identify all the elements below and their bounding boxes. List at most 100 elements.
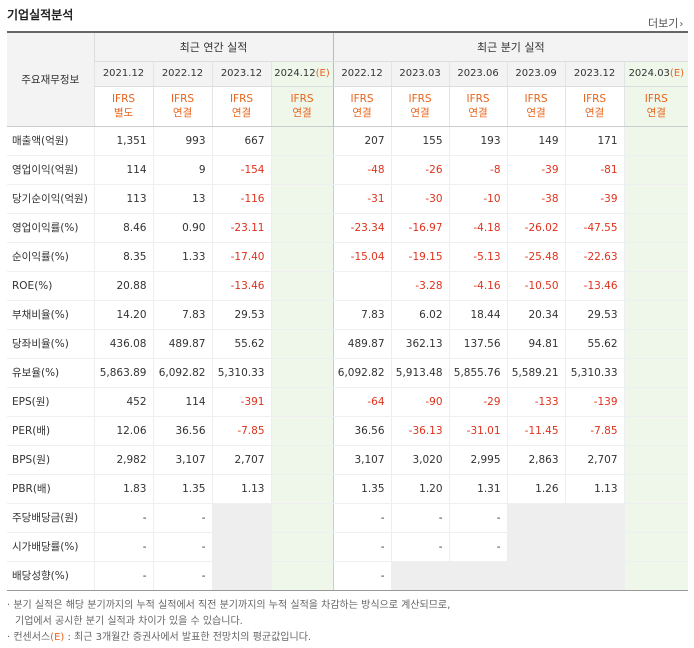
value-cell	[623, 271, 689, 301]
footnote-1-cont: 기업에서 공시한 분기 실적과 차이가 있을 수 있습니다.	[15, 616, 243, 627]
value-cell	[270, 299, 334, 330]
value-cell: 20.34	[506, 299, 566, 330]
value-cell: 7.83	[152, 299, 212, 330]
table-row: 배당성향(%) - - -	[7, 561, 689, 591]
value-cell: 6.02	[390, 299, 450, 330]
value-cell	[152, 271, 212, 301]
row-header: 주요재무정보	[7, 31, 94, 127]
period-header: 2023.03	[390, 61, 450, 87]
value-cell: -	[332, 502, 392, 533]
value-cell: 12.06	[93, 416, 153, 446]
table-row: 영업이익(억원) 114 9 -154 -48 -26 -8 -39 -81	[7, 155, 689, 185]
table-row: 당좌비율(%) 436.08 489.87 55.62 489.87 362.13 137.…	[7, 329, 689, 359]
value-cell	[270, 242, 334, 272]
period-header: 2021.12	[93, 61, 153, 87]
value-cell: 1.26	[506, 474, 566, 504]
value-cell: -	[448, 502, 508, 533]
row-label: 부채비율(%)	[7, 299, 94, 330]
value-cell: -26	[390, 155, 450, 185]
value-cell: -	[390, 502, 450, 533]
value-cell: 55.62	[211, 329, 271, 359]
value-cell: 3,107	[332, 445, 392, 475]
row-label: BPS(원)	[7, 445, 94, 475]
value-cell: -30	[390, 184, 450, 214]
value-cell: -	[93, 532, 153, 562]
value-cell	[390, 561, 450, 591]
value-cell: 5,589.21	[506, 358, 566, 388]
value-cell: -7.85	[211, 416, 271, 446]
value-cell: 18.44	[448, 299, 508, 330]
value-cell	[211, 502, 271, 533]
value-cell: -154	[211, 155, 271, 185]
value-cell: -64	[332, 386, 392, 417]
value-cell: -90	[390, 386, 450, 417]
accounting-type: IFRS 연결	[506, 86, 566, 127]
accounting-type: IFRS 연결	[564, 86, 625, 127]
value-cell: 36.56	[152, 416, 212, 446]
value-cell	[270, 474, 334, 504]
period-header: 2023.12	[211, 61, 271, 87]
accounting-type: IFRS 연결	[270, 86, 334, 127]
row-label: 영업이익(억원)	[7, 155, 94, 185]
value-cell: -	[332, 561, 392, 591]
value-cell: 1.83	[93, 474, 153, 504]
value-cell: 5,310.33	[211, 358, 271, 388]
value-cell: 29.53	[564, 299, 625, 330]
value-cell	[270, 271, 334, 301]
footnote-1: · 분기 실적은 해당 분기까지의 누적 실적에서 직전 분기까지의 누적 실적…	[7, 600, 451, 611]
row-label: 유보율(%)	[7, 358, 94, 388]
value-cell	[270, 212, 334, 243]
period-header: 2024.03(E)	[623, 61, 689, 87]
table-row: 매출액(억원) 1,351 993 667 207 155 193 149 171	[7, 126, 689, 156]
value-cell	[623, 532, 689, 562]
value-cell	[623, 474, 689, 504]
value-cell: -4.18	[448, 212, 508, 243]
value-cell	[623, 212, 689, 243]
value-cell	[211, 561, 271, 591]
value-cell: -	[152, 502, 212, 533]
more-link[interactable]: 더보기›	[648, 15, 683, 31]
period-header: 2023.09	[506, 61, 566, 87]
row-label: 당좌비율(%)	[7, 329, 94, 359]
accounting-type: IFRS 연결	[623, 86, 689, 127]
value-cell	[270, 561, 334, 591]
value-cell: 149	[506, 126, 566, 156]
value-cell: 155	[390, 126, 450, 156]
row-label: ROE(%)	[7, 271, 94, 301]
value-cell: -	[152, 532, 212, 562]
table-row: 부채비율(%) 14.20 7.83 29.53 7.83 6.02 18.44 20.34 2…	[7, 299, 689, 330]
value-cell: 489.87	[152, 329, 212, 359]
value-cell: -81	[564, 155, 625, 185]
period-header: 2023.06	[448, 61, 508, 87]
value-cell: 1.20	[390, 474, 450, 504]
table-row: EPS(원) 452 114 -391 -64 -90 -29 -133 -139	[7, 386, 689, 417]
value-cell: -47.55	[564, 212, 625, 243]
value-cell	[564, 561, 625, 591]
value-cell: 137.56	[448, 329, 508, 359]
value-cell: -19.15	[390, 242, 450, 272]
value-cell: -	[152, 561, 212, 591]
value-cell	[623, 242, 689, 272]
value-cell	[623, 126, 689, 156]
value-cell: -7.85	[564, 416, 625, 446]
value-cell: 36.56	[332, 416, 392, 446]
value-cell	[506, 561, 566, 591]
value-cell: 114	[93, 155, 153, 185]
value-cell	[506, 532, 566, 562]
value-cell	[564, 532, 625, 562]
value-cell: -133	[506, 386, 566, 417]
value-cell: 2,707	[211, 445, 271, 475]
value-cell	[270, 386, 334, 417]
value-cell: -39	[564, 184, 625, 214]
period-header: 2022.12	[332, 61, 392, 87]
value-cell: 993	[152, 126, 212, 156]
table-row: ROE(%) 20.88 -13.46 -3.28 -4.16 -10.50 -13.46	[7, 271, 689, 301]
value-cell: 1.35	[332, 474, 392, 504]
accounting-type: IFRS 연결	[332, 86, 392, 127]
value-cell: 114	[152, 386, 212, 417]
value-cell	[623, 184, 689, 214]
value-cell	[623, 502, 689, 533]
value-cell	[270, 416, 334, 446]
value-cell	[332, 271, 392, 301]
value-cell: 193	[448, 126, 508, 156]
